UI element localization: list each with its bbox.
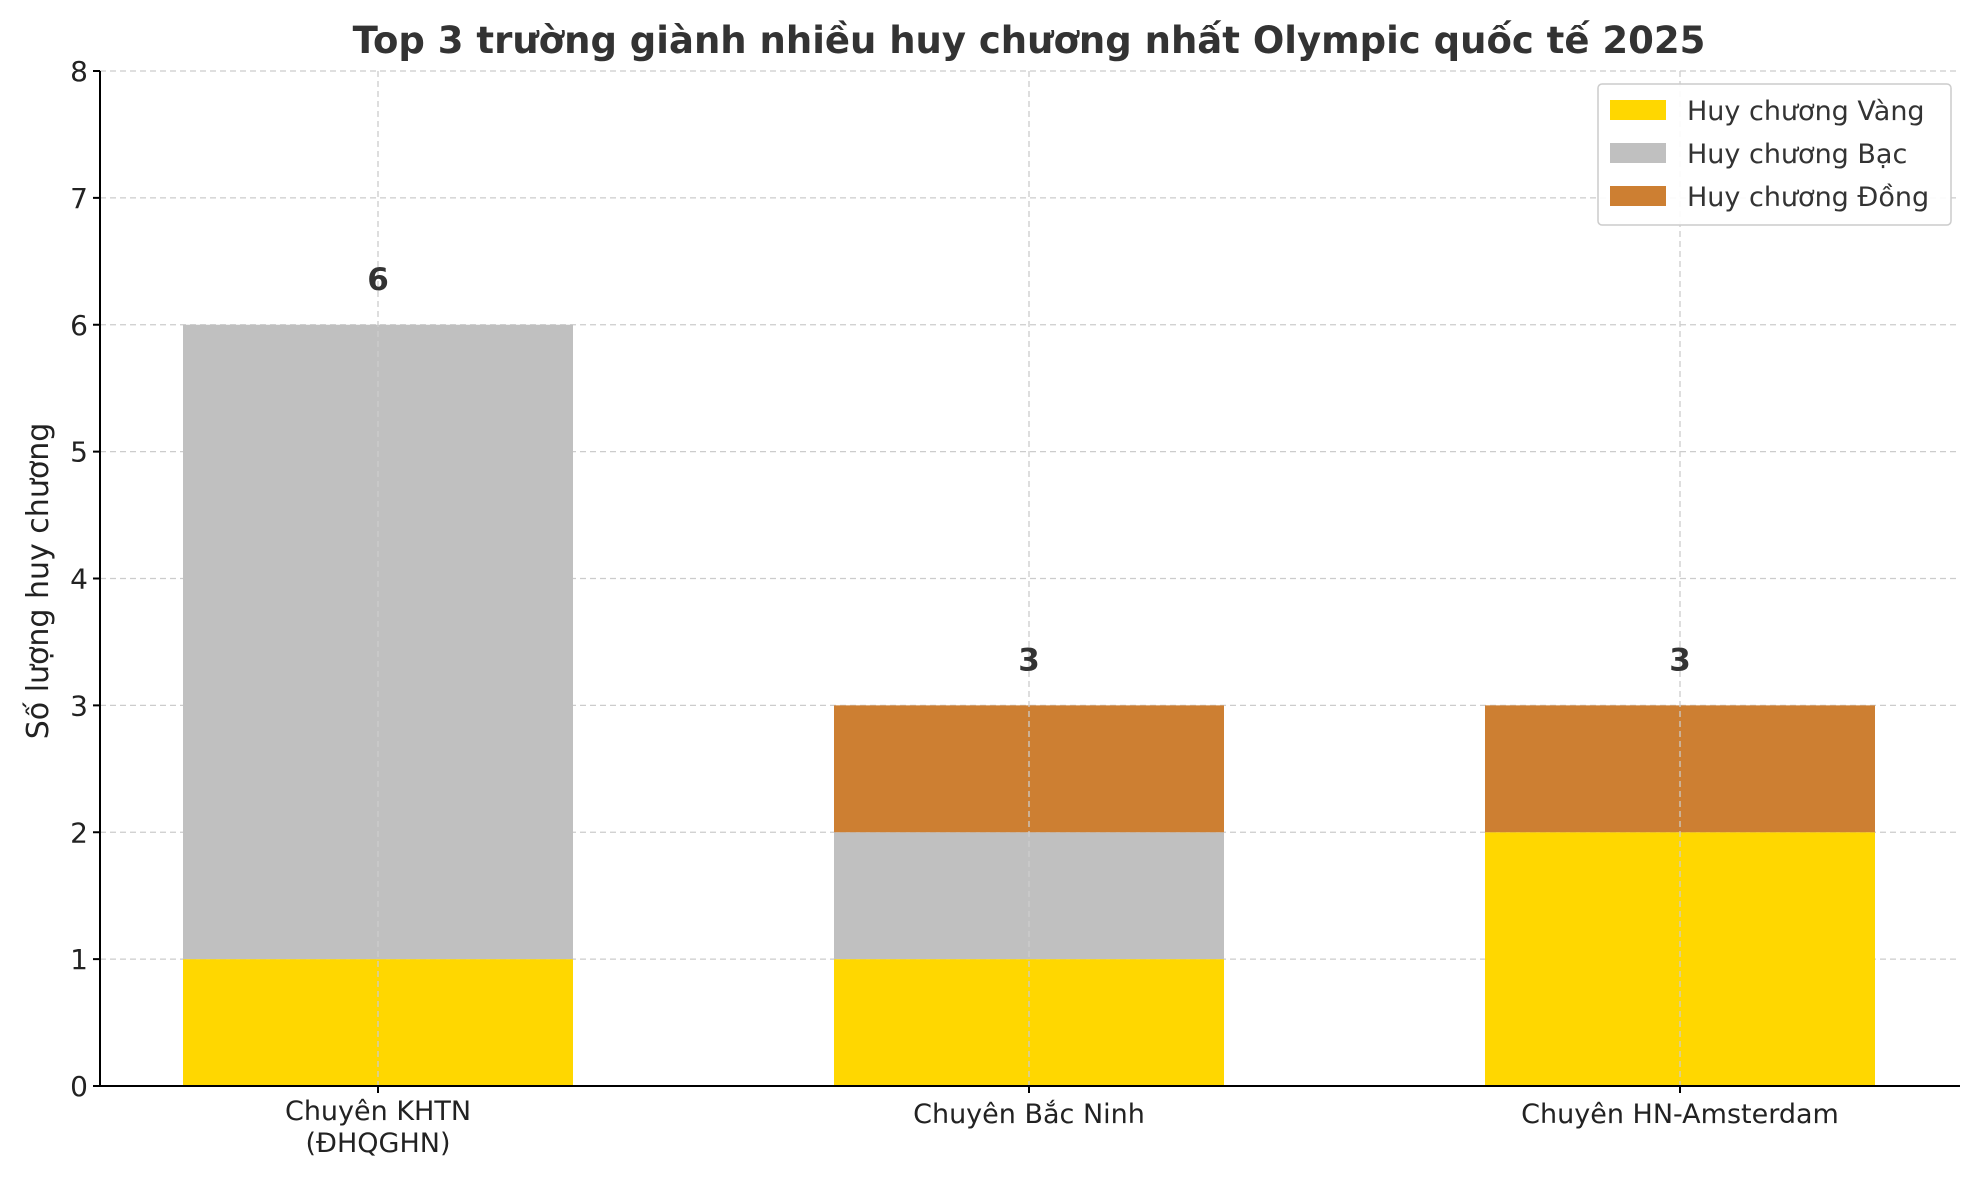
x-tick-label: Chuyên KHTN xyxy=(285,1096,471,1127)
x-tick-label: Chuyên HN-Amsterdam xyxy=(1521,1099,1839,1130)
legend-swatch xyxy=(1610,100,1666,120)
y-tick-label: 8 xyxy=(70,55,88,88)
y-tick-label: 7 xyxy=(70,182,88,215)
y-tick-label: 5 xyxy=(70,436,88,469)
legend: Huy chương Vàng Huy chương Bạc Huy chương … xyxy=(1597,83,1952,226)
legend-label: Huy chương Bạc xyxy=(1687,139,1907,170)
axes: 0 1 2 3 4 5 6 7 8 Chuyên KHTN(ĐHQGHN) Chuyên Bắc N… xyxy=(70,55,1960,1159)
y-tick-label: 0 xyxy=(70,1070,88,1103)
y-tick-label: 3 xyxy=(70,689,88,722)
bar-total-label: 3 xyxy=(1669,642,1691,678)
y-tick-label: 2 xyxy=(70,816,88,849)
legend-swatch xyxy=(1610,186,1666,206)
chart-title: Top 3 trường giành nhiều huy chương nhất… xyxy=(353,19,1706,62)
legend-label: Huy chương Đồng xyxy=(1687,182,1929,213)
legend-swatch xyxy=(1610,143,1666,163)
y-axis-label: Số lượng huy chương xyxy=(21,423,56,739)
bar-total-label: 6 xyxy=(367,262,389,298)
y-tick-label: 1 xyxy=(70,943,88,976)
legend-label: Huy chương Vàng xyxy=(1687,96,1925,127)
bar-segment xyxy=(1485,832,1875,1086)
data-labels: 6 3 3 xyxy=(367,262,1691,679)
y-tick-label: 6 xyxy=(70,309,88,342)
x-tick-label: (ĐHQGHN) xyxy=(306,1128,451,1159)
y-tick-label: 4 xyxy=(70,563,88,596)
legend-box xyxy=(1597,83,1952,226)
bar-total-label: 3 xyxy=(1018,642,1040,678)
x-tick-label: Chuyên Bắc Ninh xyxy=(913,1099,1145,1130)
bars xyxy=(183,71,1875,1086)
